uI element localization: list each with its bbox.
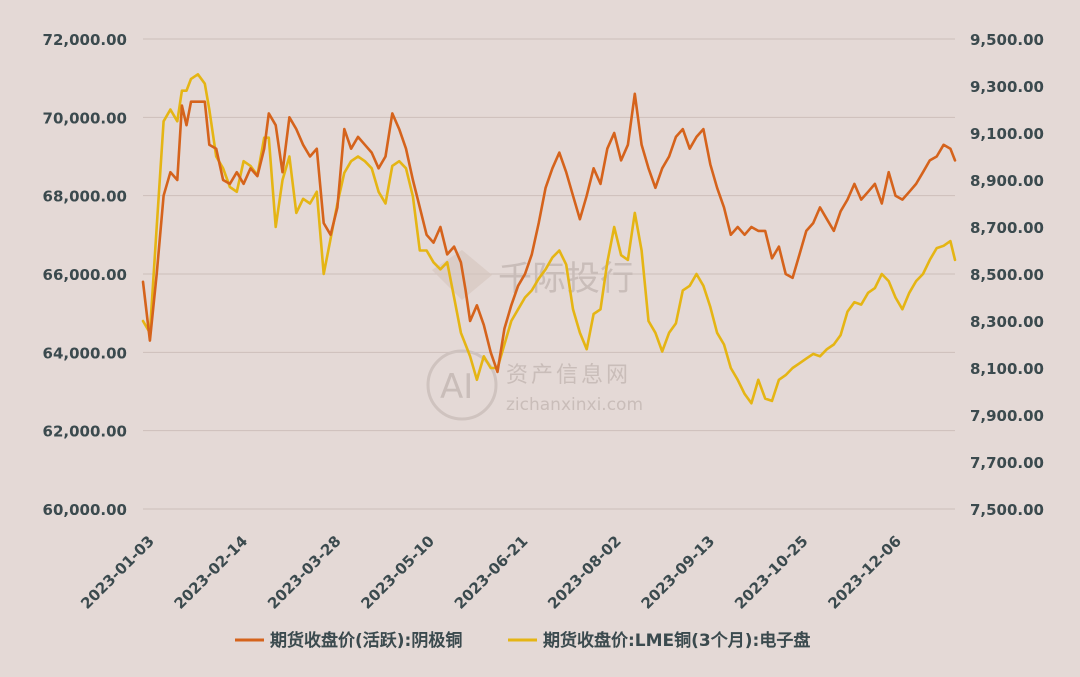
series-layer <box>141 73 957 405</box>
right-tick-label: 9,100.00 <box>970 125 1044 143</box>
left-tick-label: 72,000.00 <box>43 31 127 49</box>
series-line-lme-copper <box>141 73 957 405</box>
left-tick-label: 64,000.00 <box>43 344 127 362</box>
right-tick-label: 7,500.00 <box>970 501 1044 519</box>
watermark-logo-text: AI <box>440 367 473 407</box>
left-axis-ticks: 60,000.00 62,000.00 64,000.00 66,000.00 68,0… <box>43 31 127 519</box>
right-tick-label: 9,300.00 <box>970 78 1044 96</box>
x-tick-label: 2023-05-10 <box>357 532 438 613</box>
left-tick-label: 70,000.00 <box>43 109 127 127</box>
left-tick-label: 60,000.00 <box>43 501 127 519</box>
right-tick-label: 8,100.00 <box>970 360 1044 378</box>
legend: 期货收盘价(活跃):阴极铜 期货收盘价:LME铜(3个月):电子盘 <box>235 630 810 651</box>
right-tick-label: 8,900.00 <box>970 172 1044 190</box>
left-tick-label: 66,000.00 <box>43 266 127 284</box>
x-tick-label: 2023-09-13 <box>638 532 719 613</box>
right-tick-label: 8,700.00 <box>970 219 1044 237</box>
legend-entry-cathode-copper[interactable]: 期货收盘价(活跃):阴极铜 <box>235 630 462 651</box>
series-line-cathode-copper <box>141 92 957 374</box>
right-tick-label: 7,900.00 <box>970 407 1044 425</box>
x-axis-ticks: 2023-01-03 2023-02-14 2023-03-28 2023-05-10… <box>77 532 905 613</box>
x-tick-label: 2023-10-25 <box>731 532 812 613</box>
x-tick-label: 2023-12-06 <box>824 532 905 613</box>
grid-lines <box>143 38 955 510</box>
right-tick-label: 9,500.00 <box>970 31 1044 49</box>
watermark-site-name: 资产信息网 <box>506 363 631 388</box>
x-tick-label: 2023-01-03 <box>77 532 158 613</box>
right-tick-label: 8,500.00 <box>970 266 1044 284</box>
x-tick-label: 2023-06-21 <box>451 532 532 613</box>
left-tick-label: 68,000.00 <box>43 188 127 206</box>
left-tick-label: 62,000.00 <box>43 423 127 441</box>
x-tick-label: 2023-08-02 <box>544 532 625 613</box>
watermark-site-url: zichanxinxi.com <box>506 395 643 415</box>
right-tick-label: 7,700.00 <box>970 454 1044 472</box>
right-axis-ticks: 7,500.00 7,700.00 7,900.00 8,100.00 8,300.00… <box>970 31 1044 519</box>
right-tick-label: 8,300.00 <box>970 313 1044 331</box>
x-tick-label: 2023-03-28 <box>264 532 345 613</box>
legend-label-lme-copper: 期货收盘价:LME铜(3个月):电子盘 <box>543 630 810 651</box>
legend-entry-lme-copper[interactable]: 期货收盘价:LME铜(3个月):电子盘 <box>508 630 810 651</box>
x-tick-label: 2023-02-14 <box>171 532 252 613</box>
legend-label-cathode-copper: 期货收盘价(活跃):阴极铜 <box>270 630 462 651</box>
